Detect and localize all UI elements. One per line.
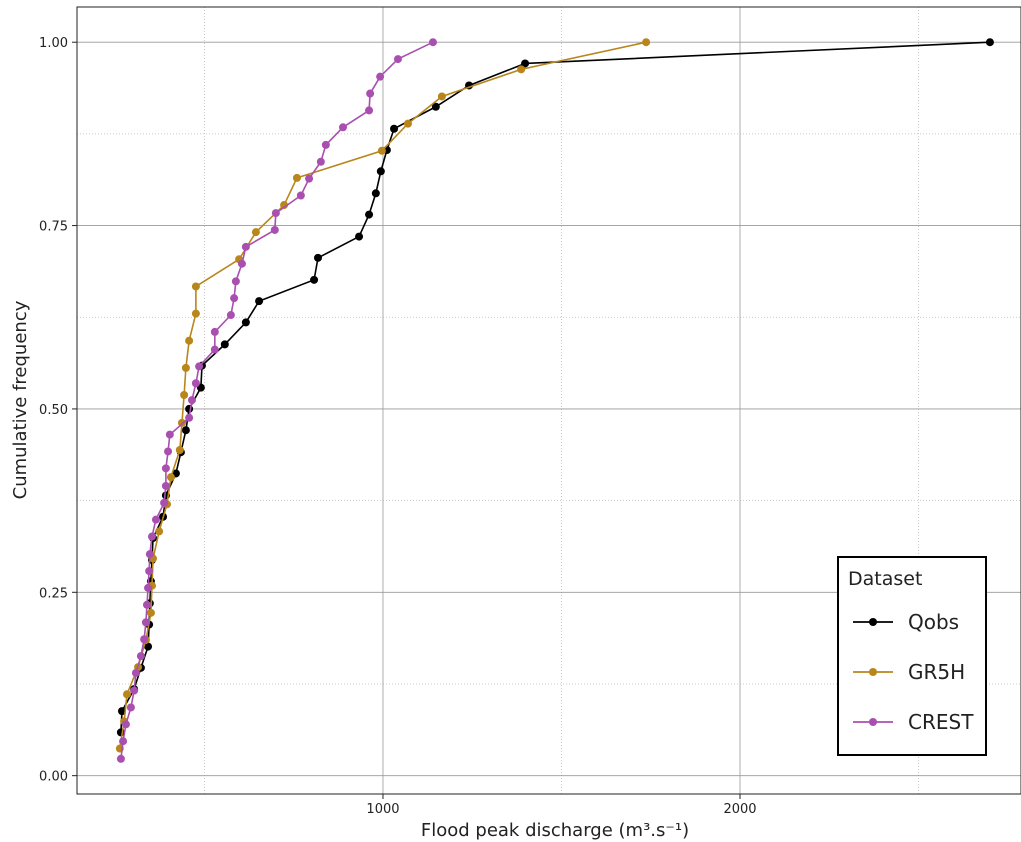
data-point [141, 618, 150, 627]
data-point [191, 309, 200, 318]
data-point [151, 515, 160, 524]
data-point [316, 157, 325, 166]
data-point [517, 65, 526, 74]
data-point [365, 210, 374, 219]
data-point [270, 225, 279, 234]
data-point [146, 608, 155, 617]
y-tick-label: 1.00 [39, 36, 68, 51]
data-point [121, 720, 130, 729]
data-point [220, 340, 229, 349]
data-point [161, 481, 170, 490]
data-point [195, 362, 204, 371]
legend-label: Qobs [908, 610, 959, 634]
data-point [371, 189, 380, 198]
data-point [119, 737, 128, 746]
data-point [140, 635, 149, 644]
data-point [136, 652, 145, 661]
data-point [231, 277, 240, 286]
data-point [431, 102, 440, 111]
data-point [144, 642, 153, 651]
y-tick-label: 0.50 [39, 403, 68, 418]
data-point [390, 124, 399, 133]
data-point [185, 404, 194, 413]
legend-label: CREST [908, 710, 974, 734]
legend-marker [869, 668, 877, 676]
data-point [428, 38, 437, 47]
data-point [305, 174, 314, 183]
data-point [210, 327, 219, 336]
data-point [191, 282, 200, 291]
data-point [292, 173, 301, 182]
y-tick-label: 0.25 [39, 586, 68, 601]
data-point [376, 167, 385, 176]
data-point [187, 396, 196, 405]
data-point [166, 473, 175, 482]
data-point [365, 106, 374, 115]
x-axis-label: Flood peak discharge (m³.s⁻¹) [421, 820, 689, 841]
data-point [145, 567, 154, 576]
data-point [321, 140, 330, 149]
data-point [181, 363, 190, 372]
data-point [271, 209, 280, 218]
data-point [165, 430, 174, 439]
data-point [131, 668, 140, 677]
data-point [310, 275, 319, 284]
data-point [175, 446, 184, 455]
y-tick-label: 0.00 [39, 770, 68, 785]
legend-title: Dataset [848, 568, 922, 590]
y-tick-label: 0.75 [39, 220, 68, 235]
data-point [403, 119, 412, 128]
data-point [437, 92, 446, 101]
data-point [226, 311, 235, 320]
data-point [366, 89, 375, 98]
data-point [122, 690, 131, 699]
data-point [161, 464, 170, 473]
data-point [164, 447, 173, 456]
data-point [521, 59, 530, 68]
data-point [160, 498, 169, 507]
data-point [251, 228, 260, 237]
data-point [237, 259, 246, 268]
data-point [117, 707, 126, 716]
data-point [377, 146, 386, 155]
y-axis-label: Cumulative frequency [10, 300, 31, 499]
data-point [296, 191, 305, 200]
data-point [255, 297, 264, 306]
data-point [126, 703, 135, 712]
data-point [185, 336, 194, 345]
data-point [144, 583, 153, 592]
data-point [155, 527, 164, 536]
data-point [376, 72, 385, 81]
data-point [145, 550, 154, 559]
data-point [230, 294, 239, 303]
x-tick-label: 2000 [723, 802, 756, 817]
data-point [241, 318, 250, 327]
data-point [130, 686, 139, 695]
data-point [116, 754, 125, 763]
x-tick-label: 1000 [366, 802, 399, 817]
data-point [191, 379, 200, 388]
data-point [181, 426, 190, 435]
data-point [393, 55, 402, 64]
data-point [313, 253, 322, 262]
data-point [241, 242, 250, 251]
legend-marker [869, 718, 877, 726]
data-point [147, 532, 156, 541]
data-point [180, 390, 189, 399]
data-point [185, 413, 194, 422]
legend-label: GR5H [908, 660, 965, 684]
data-point [642, 38, 651, 47]
data-point [142, 600, 151, 609]
data-point [355, 232, 364, 241]
plot-frame [76, 6, 1021, 795]
data-point [210, 345, 219, 354]
data-point [338, 123, 347, 132]
data-point [985, 38, 994, 47]
legend-marker [869, 618, 877, 626]
data-point [280, 201, 289, 210]
